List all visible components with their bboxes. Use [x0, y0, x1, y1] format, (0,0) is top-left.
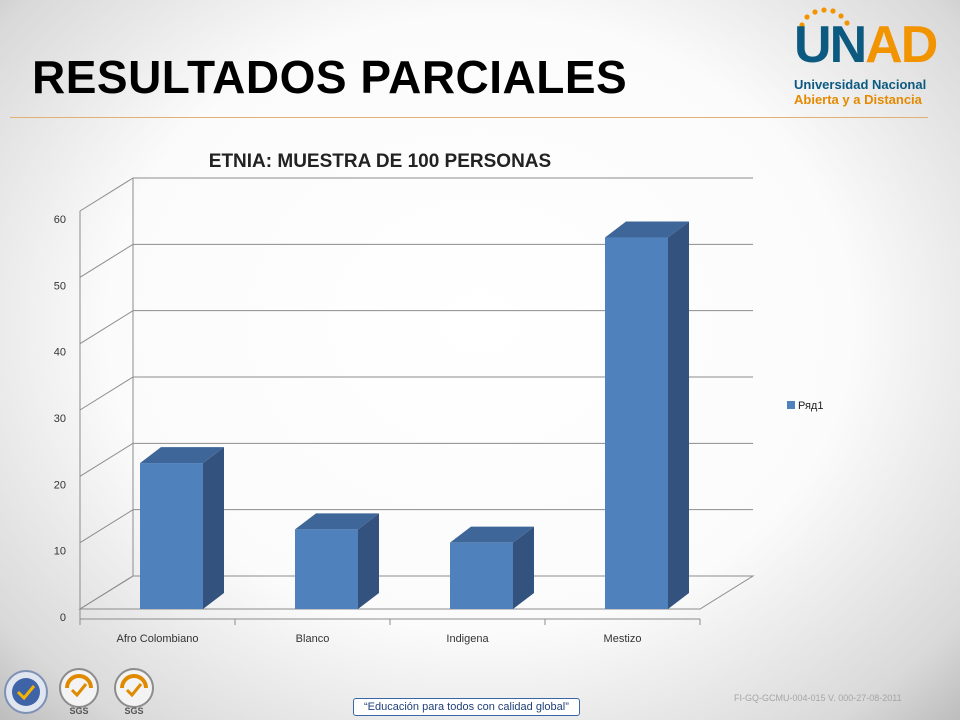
document-code: FI-GQ-GCMU-004-015 V. 000-27-08-2011 [734, 693, 902, 703]
logo-letter-u: U [794, 16, 832, 74]
bar-front [450, 542, 513, 609]
bar-side [513, 526, 534, 609]
sgs-certification-icon: SGS [114, 668, 154, 716]
logo-wordmark: UNAD [794, 16, 939, 74]
x-tick-label: Afro Colombiano [117, 633, 199, 645]
logo-letter-a: A [865, 16, 903, 74]
y-tick-label: 10 [54, 546, 66, 558]
bar [450, 526, 534, 609]
gridline-diagonal [79, 376, 134, 411]
logo-university-name: Universidad Nacional [794, 77, 927, 92]
y-tick-label: 30 [54, 413, 66, 425]
chart-title: ETNIA: MUESTRA DE 100 PERSONAS [209, 151, 551, 172]
seal-icon [4, 670, 48, 714]
unad-logo: UNAD Universidad Nacional Abierta y a Di… [788, 5, 938, 109]
gridline-diagonal [79, 177, 134, 212]
gridline-diagonal [79, 243, 134, 278]
bar [295, 513, 379, 609]
gridline-diagonal [79, 509, 134, 544]
y-tick-label: 20 [54, 479, 66, 491]
bar-front [605, 237, 668, 610]
gridline-diagonal [79, 442, 134, 477]
slide-title: RESULTADOS PARCIALES [32, 51, 628, 103]
sgs-certification-icon: SGS [59, 668, 99, 716]
bar [140, 447, 224, 609]
chart-legend: Ряд1 [787, 400, 823, 412]
bar-top [295, 513, 379, 530]
badge-label: SGS [69, 706, 88, 716]
bar-top [450, 526, 534, 543]
slogan-box: “Educación para todos con calidad global… [353, 698, 580, 716]
y-tick-label: 50 [54, 280, 66, 292]
logo-university-subtitle: Abierta y a Distancia [794, 92, 922, 107]
chart-bars [140, 221, 689, 610]
bar-side [668, 221, 689, 610]
logo-dots-icon [799, 7, 850, 28]
logo-letter-d: D [900, 16, 939, 74]
gridline-diagonal [79, 310, 134, 345]
bar-top [605, 221, 689, 238]
x-tick-label: Mestizo [604, 633, 642, 645]
bar-side [203, 447, 224, 609]
bar-front [295, 529, 358, 609]
legend-label: Ряд1 [798, 400, 823, 412]
x-tick-label: Blanco [296, 633, 330, 645]
bar [605, 221, 689, 610]
y-tick-label: 40 [54, 347, 66, 359]
y-tick-label: 0 [60, 612, 66, 624]
logo-letter-n: N [829, 16, 868, 74]
bar-top [140, 447, 224, 464]
bar-front [140, 463, 203, 609]
badge-label: SGS [124, 706, 143, 716]
y-tick-label: 60 [54, 214, 66, 226]
x-tick-label: Indigena [446, 633, 489, 645]
title-divider [10, 117, 928, 118]
bar-side [358, 513, 379, 609]
legend-swatch [787, 401, 795, 409]
